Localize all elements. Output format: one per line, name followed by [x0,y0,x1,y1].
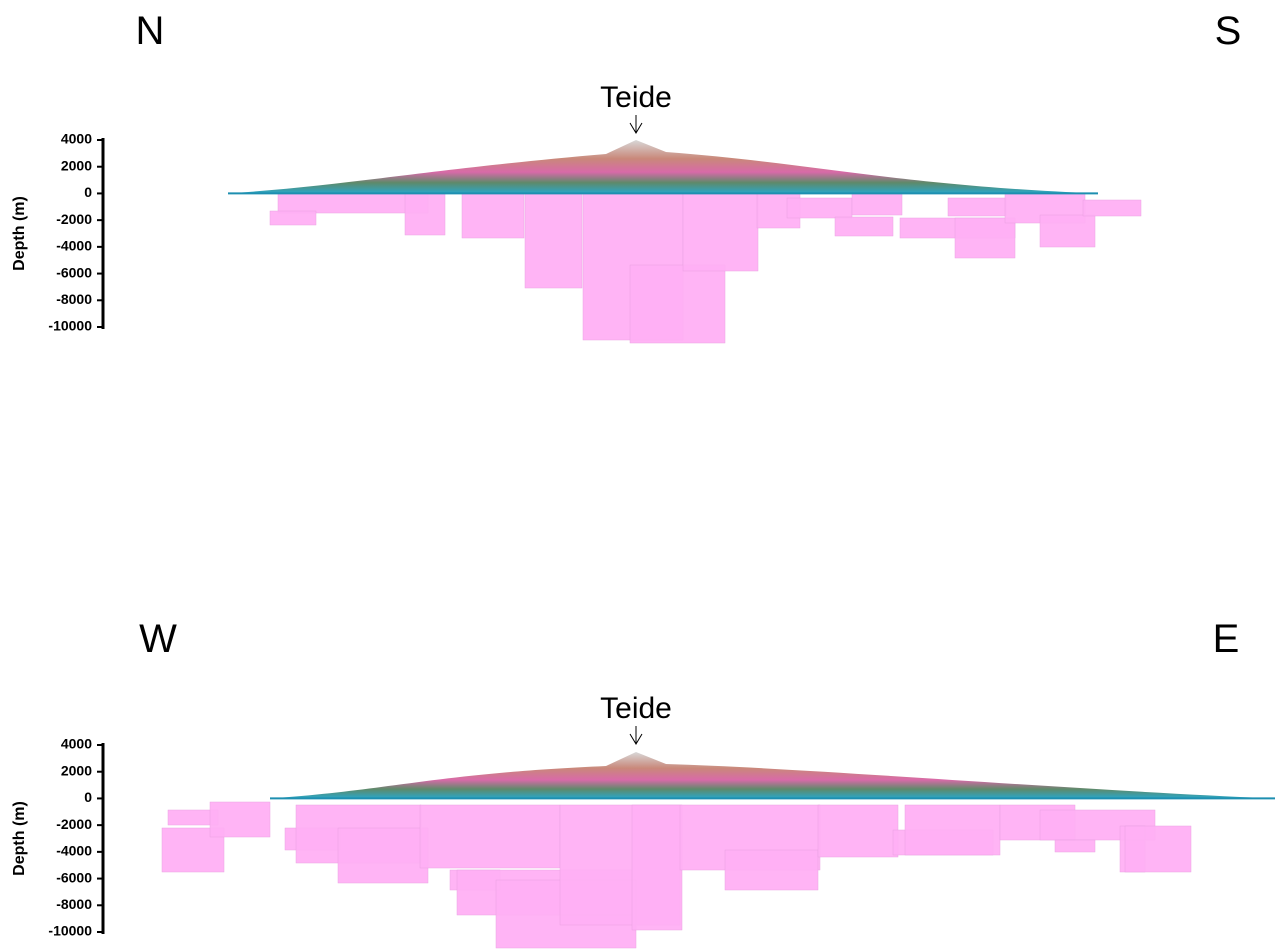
y-tick-label: 2000 [61,762,92,778]
model-block [630,265,725,343]
model-block [787,198,852,218]
direction-label: W [139,617,177,661]
peak-arrow [630,726,642,744]
figure: N S Teide 4000 2000 0 -2000 -4000 -6000 -8000 -100… [0,0,1276,950]
model-block [338,828,428,883]
y-tick-label: 4000 [61,736,92,752]
y-tick-label: -10000 [48,318,92,334]
y-tick-label: -6000 [56,264,92,280]
model-block [210,802,270,837]
peak-arrow [630,115,642,133]
terrain [270,752,1275,798]
peak-label: Teide [600,81,672,114]
direction-label: S [1215,9,1242,53]
y-tick-label: 0 [84,789,92,805]
model-block [683,193,758,271]
y-tick-label: 4000 [61,131,92,147]
panel: W E Teide 4000 2000 0 -2000 -4000 -6000 -8000 -100… [11,617,1275,948]
y-tick-label: -10000 [48,923,92,939]
model-block [905,805,1000,855]
model-block [462,193,524,238]
model-block [835,217,893,236]
y-tick-label: -2000 [56,816,92,832]
y-tick-label: -4000 [56,843,92,859]
model-block [852,193,902,215]
model-block [420,805,560,868]
y-tick-label: 2000 [61,157,92,173]
y-tick-label: -2000 [56,211,92,227]
model-block [948,198,1006,216]
y-axis-label: Depth (m) [11,801,28,876]
model-block [270,211,316,225]
y-tick-label: -8000 [56,291,92,307]
model-block [632,805,682,930]
terrain [228,140,1098,193]
y-tick-label: -4000 [56,238,92,254]
panel: N S Teide 4000 2000 0 -2000 -4000 -6000 -8000 -100… [11,9,1241,343]
model-block [525,193,582,288]
direction-label: N [136,9,165,53]
model-block [1083,200,1141,216]
model-block [1125,826,1191,872]
y-tick-label: -8000 [56,896,92,912]
model-block [955,218,1015,258]
model-block [405,193,445,235]
y-axis-label: Depth (m) [11,196,28,271]
model-block [1055,840,1095,852]
model-block [725,850,818,890]
y-tick-label: 0 [84,184,92,200]
peak-label: Teide [600,692,672,725]
y-tick-label: -6000 [56,869,92,885]
model-block [818,805,898,857]
direction-label: E [1213,617,1240,661]
model-block [1040,215,1095,247]
